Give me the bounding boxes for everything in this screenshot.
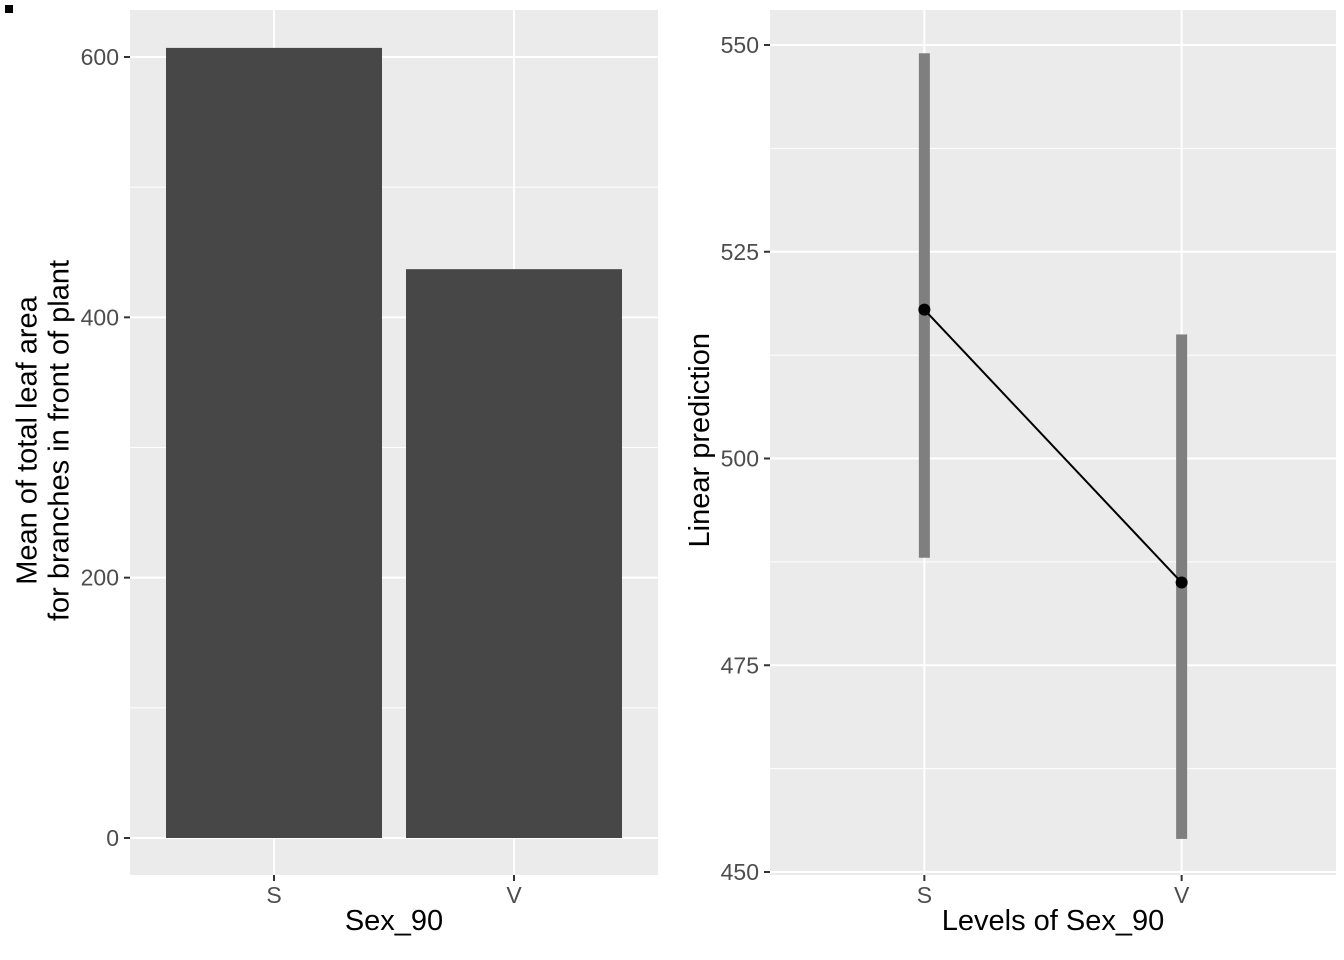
bar-chart-x-axis-title: Sex_90 xyxy=(344,905,444,937)
ci-chart-x-tick-label: S xyxy=(917,882,932,908)
corner-artifact xyxy=(5,5,13,13)
bar-chart-y-tick-label: 600 xyxy=(81,44,119,70)
bar-chart-canvas: 0 200 400 600 S V xyxy=(81,10,658,908)
ci-chart-y-tick-label: 475 xyxy=(721,652,759,678)
ci-chart-x-tick-label: V xyxy=(1174,882,1190,908)
prediction-line xyxy=(923,308,1183,584)
ci-chart-y-tick-label: 500 xyxy=(721,446,759,472)
bar-chart-y-axis-title-line2: for branches in front of plant xyxy=(44,259,76,622)
point-V xyxy=(1175,576,1188,589)
bar-chart-y-axis-title-line1: Mean of total leaf area xyxy=(11,296,44,585)
ci-chart-y-tick-label: 450 xyxy=(721,859,759,885)
ci-chart-canvas: 450 475 500 525 550 S V xyxy=(721,10,1336,908)
bar-chart-y-tick-label: 200 xyxy=(81,565,119,591)
ci-chart-y-tick-label: 525 xyxy=(721,239,759,265)
bar-chart-x-tick-label: S xyxy=(266,882,281,908)
bar-V xyxy=(406,269,622,839)
point-S xyxy=(918,303,931,316)
bar-chart-y-axis-title: Mean of total leaf area for branches in … xyxy=(12,190,77,690)
bar-chart-x-tick-label: V xyxy=(506,882,522,908)
bar-chart: 0 200 400 600 S V Mean of total leaf area for… xyxy=(12,10,658,937)
ci-chart-plot-panel xyxy=(770,10,1336,875)
ci-chart-y-axis-title: Linear prediction xyxy=(683,333,716,548)
bar-chart-y-tick-label: 400 xyxy=(81,304,119,330)
ci-chart-y-tick-label: 550 xyxy=(721,32,759,58)
bar-S xyxy=(166,47,382,839)
ci-chart: 450 475 500 525 550 S V Linear prediction Leve… xyxy=(672,0,1344,960)
bar-chart-y-tick-label: 0 xyxy=(106,825,119,851)
ci-chart-x-axis-title: Levels of Sex_90 xyxy=(941,905,1165,937)
